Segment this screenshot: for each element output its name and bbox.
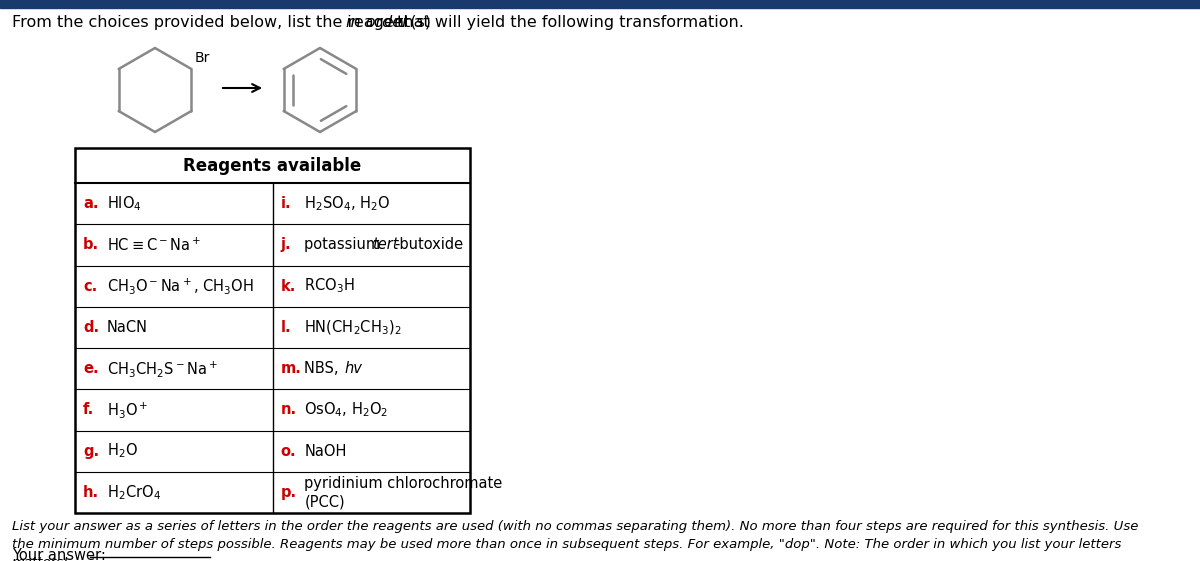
Text: (PCC): (PCC) [305, 495, 346, 510]
Text: H$_2$SO$_4$, H$_2$O: H$_2$SO$_4$, H$_2$O [305, 194, 391, 213]
Text: potassium: potassium [305, 237, 385, 252]
Text: a.: a. [83, 196, 98, 211]
Text: HC$\equiv$C$^-$Na$^+$: HC$\equiv$C$^-$Na$^+$ [107, 236, 202, 254]
Text: o.: o. [281, 444, 296, 459]
Text: NaOH: NaOH [305, 444, 347, 459]
Text: n.: n. [281, 402, 296, 417]
Text: CH$_3$O$^-$Na$^+$, CH$_3$OH: CH$_3$O$^-$Na$^+$, CH$_3$OH [107, 276, 253, 296]
Text: NaCN: NaCN [107, 320, 148, 335]
Text: i.: i. [281, 196, 292, 211]
Text: m.: m. [281, 361, 301, 376]
Text: tert: tert [372, 237, 398, 252]
Text: e.: e. [83, 361, 98, 376]
Text: Your answer:: Your answer: [12, 548, 106, 561]
Text: c.: c. [83, 279, 97, 293]
Text: H$_2$O: H$_2$O [107, 442, 138, 461]
Text: RCO$_3$H: RCO$_3$H [305, 277, 355, 296]
Text: OsO$_4$, H$_2$O$_2$: OsO$_4$, H$_2$O$_2$ [305, 401, 389, 419]
Text: p.: p. [281, 485, 296, 500]
Text: Br: Br [194, 51, 210, 65]
Text: h.: h. [83, 485, 100, 500]
Bar [74, 148, 470, 513]
Text: NBS,: NBS, [305, 361, 343, 376]
Text: hv: hv [344, 361, 362, 376]
Bar [0, 0, 1200, 8]
Text: CH$_3$CH$_2$S$^-$Na$^+$: CH$_3$CH$_2$S$^-$Na$^+$ [107, 358, 217, 379]
Text: List your answer as a series of letters in the order the reagents are used (with: List your answer as a series of letters … [12, 520, 1139, 561]
Text: g.: g. [83, 444, 100, 459]
Text: that will yield the following transformation.: that will yield the following transforma… [392, 15, 744, 30]
Text: pyridinium chlorochromate: pyridinium chlorochromate [305, 476, 503, 491]
Text: k.: k. [281, 279, 296, 293]
Text: f.: f. [83, 402, 95, 417]
Text: Reagents available: Reagents available [184, 157, 361, 174]
Text: b.: b. [83, 237, 100, 252]
Text: in order: in order [346, 15, 409, 30]
Text: HIO$_4$: HIO$_4$ [107, 194, 142, 213]
Text: j.: j. [281, 237, 292, 252]
Text: From the choices provided below, list the reagent(s): From the choices provided below, list th… [12, 15, 436, 30]
Text: H$_3$O$^+$: H$_3$O$^+$ [107, 400, 149, 420]
Text: l.: l. [281, 320, 292, 335]
Text: H$_2$CrO$_4$: H$_2$CrO$_4$ [107, 483, 161, 502]
Text: d.: d. [83, 320, 100, 335]
Text: -butoxide: -butoxide [395, 237, 463, 252]
Text: HN(CH$_2$CH$_3$)$_2$: HN(CH$_2$CH$_3$)$_2$ [305, 318, 402, 337]
